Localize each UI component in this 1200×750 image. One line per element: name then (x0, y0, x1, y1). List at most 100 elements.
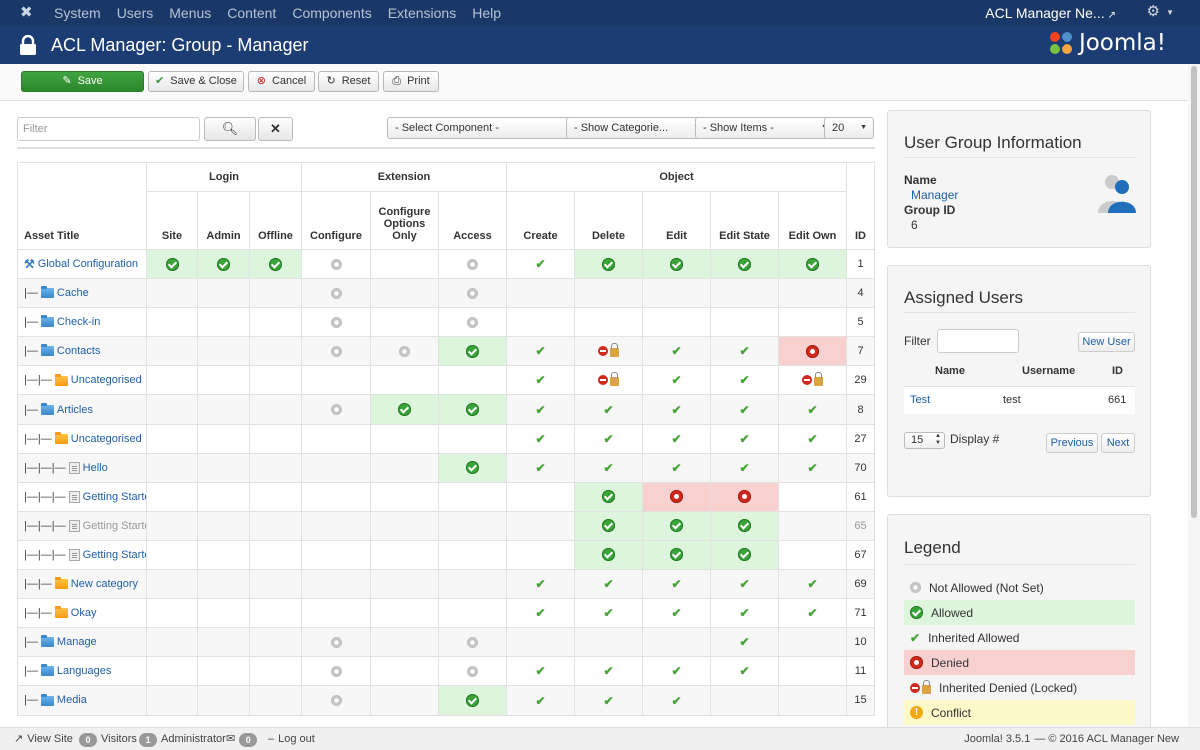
assigned-filter-input[interactable] (937, 329, 1019, 353)
inherited-allowed-icon: ✔ (807, 431, 818, 446)
save-close-button[interactable]: ✔ Save & Close (148, 71, 244, 92)
allowed-icon (269, 257, 282, 271)
table-row: |—|— New category ✔ ✔ ✔ ✔ ✔ 69 (17, 569, 875, 600)
row-id: 8 (846, 394, 875, 425)
perm-cell-configure (301, 656, 371, 687)
display-count-select[interactable]: 15 ▲ ▼ (904, 432, 945, 449)
site-link[interactable]: ACL Manager Ne... ↗ (985, 0, 1116, 29)
perm-cell-configure (301, 481, 371, 512)
perm-cell-admin (197, 423, 250, 454)
perm-cell-configure (301, 394, 371, 425)
perm-cell-access (438, 510, 507, 541)
perm-cell-site (146, 598, 198, 629)
asset-title-cell: ⚒ Global Configuration (17, 248, 147, 280)
gear-icon[interactable]: ⚙ (1146, 3, 1160, 20)
asset-link[interactable]: Getting Started (82, 490, 146, 503)
asset-link[interactable]: Languages (56, 665, 112, 678)
row-id: 67 (846, 539, 875, 571)
asset-link[interactable]: Hello (82, 461, 108, 474)
cancel-button[interactable]: ⊗ Cancel (248, 71, 315, 92)
asset-link[interactable]: Okay (70, 607, 97, 620)
asset-link[interactable]: Uncategorised (70, 432, 142, 445)
not-set-icon (910, 582, 921, 593)
new-user-button[interactable]: New User (1078, 332, 1135, 352)
asset-link[interactable]: Manage (56, 636, 97, 649)
inherited-denied-locked-icon (802, 372, 823, 387)
menu-help[interactable]: Help (472, 5, 501, 21)
footer-copyright-text: — © 2016 ACL Manager New (1034, 733, 1179, 745)
folder-orange-icon (54, 606, 68, 619)
filter-input[interactable]: Filter (17, 117, 200, 141)
items-select[interactable]: - Show Items -▼ (695, 117, 835, 139)
asset-link[interactable]: Uncategorised (70, 374, 142, 387)
inherited-allowed-icon: ✔ (807, 577, 818, 592)
inherited-allowed-icon: ✔ (671, 402, 682, 417)
menu-system[interactable]: System (54, 5, 101, 21)
menu-users[interactable]: Users (116, 5, 154, 21)
tree-indent: |—|—|— (24, 519, 66, 532)
col-create: Create (506, 191, 575, 250)
tree-indent: |—|—|— (24, 461, 66, 474)
view-site-link[interactable]: ↗ View Site (14, 728, 73, 750)
scrollbar-thumb[interactable] (1191, 66, 1197, 518)
asset-title-cell: |— Check-in (17, 307, 147, 338)
joomla-logo-icon[interactable]: ✖ (20, 4, 33, 21)
perm-cell-admin (197, 481, 250, 512)
categories-select[interactable]: - Show Categorie...▼ (566, 117, 707, 139)
user-row: Test test 661 (904, 386, 1135, 414)
admins-badge: 1 (139, 732, 157, 747)
inherited-denied-locked-icon (598, 343, 619, 358)
component-select-value: - Select Component - (395, 122, 499, 134)
perm-cell-offline (249, 627, 302, 658)
reset-button[interactable]: ↻ Reset (318, 71, 379, 92)
asset-link[interactable]: Contacts (56, 345, 101, 358)
next-button[interactable]: Next (1101, 433, 1135, 453)
folder-blue-icon (40, 344, 54, 357)
component-select[interactable]: - Select Component -▼ (387, 117, 579, 139)
perm-cell-admin (197, 627, 250, 658)
print-button[interactable]: ⎙ Print (383, 71, 439, 92)
row-id: 1 (846, 248, 875, 280)
asset-link[interactable]: Getting Started Archived (82, 548, 146, 561)
legend-inherited-denied: Inherited Denied (Locked) (904, 675, 1135, 700)
perm-cell-config-options (370, 656, 439, 687)
folder-orange-icon (54, 373, 68, 386)
row-id: 29 (846, 365, 875, 396)
menu-content[interactable]: Content (227, 5, 277, 21)
perm-cell-configure (301, 336, 371, 367)
asset-link[interactable]: New category (70, 578, 139, 591)
perm-cell-edit (642, 307, 711, 338)
perm-cell-offline (249, 248, 302, 280)
asset-link[interactable]: Articles (56, 403, 93, 416)
limit-select[interactable]: 20 ▼ (824, 117, 874, 139)
legend-allowed: Allowed (904, 600, 1135, 625)
clear-button[interactable]: ✕ (258, 117, 293, 141)
messages-indicator[interactable]: ✉ 0 (226, 728, 258, 750)
asset-link[interactable]: Getting Started Trash (82, 519, 146, 532)
asset-link[interactable]: Cache (56, 287, 89, 300)
asset-link[interactable]: Global Configuration (37, 257, 139, 270)
assigned-filter-label: Filter (904, 334, 931, 348)
edit-icon: ✎ (62, 75, 72, 87)
caret-down-icon[interactable]: ▼ (1166, 8, 1174, 17)
menu-extensions[interactable]: Extensions (387, 5, 457, 21)
user-name-link[interactable]: Test (910, 394, 931, 406)
menu-components[interactable]: Components (292, 5, 372, 21)
perm-cell-access (438, 598, 507, 629)
perm-cell-admin (197, 685, 250, 716)
page-scrollbar[interactable] (1188, 64, 1200, 727)
perm-cell-config-options (370, 452, 439, 483)
logout-link[interactable]: – Log out (268, 728, 315, 750)
asset-link[interactable]: Media (56, 694, 87, 707)
lock-icon (20, 35, 36, 55)
col-admin: Admin (197, 191, 250, 250)
allowed-icon (466, 403, 479, 417)
save-button[interactable]: ✎ Save (21, 71, 144, 92)
menu-menus[interactable]: Menus (169, 5, 212, 21)
not-set-icon (467, 258, 478, 270)
previous-button[interactable]: Previous (1046, 433, 1098, 453)
asset-link[interactable]: Check-in (56, 316, 101, 329)
perm-cell-admin (197, 248, 250, 280)
allowed-icon (738, 548, 751, 562)
search-button[interactable]: 🔍︎ (204, 117, 256, 141)
